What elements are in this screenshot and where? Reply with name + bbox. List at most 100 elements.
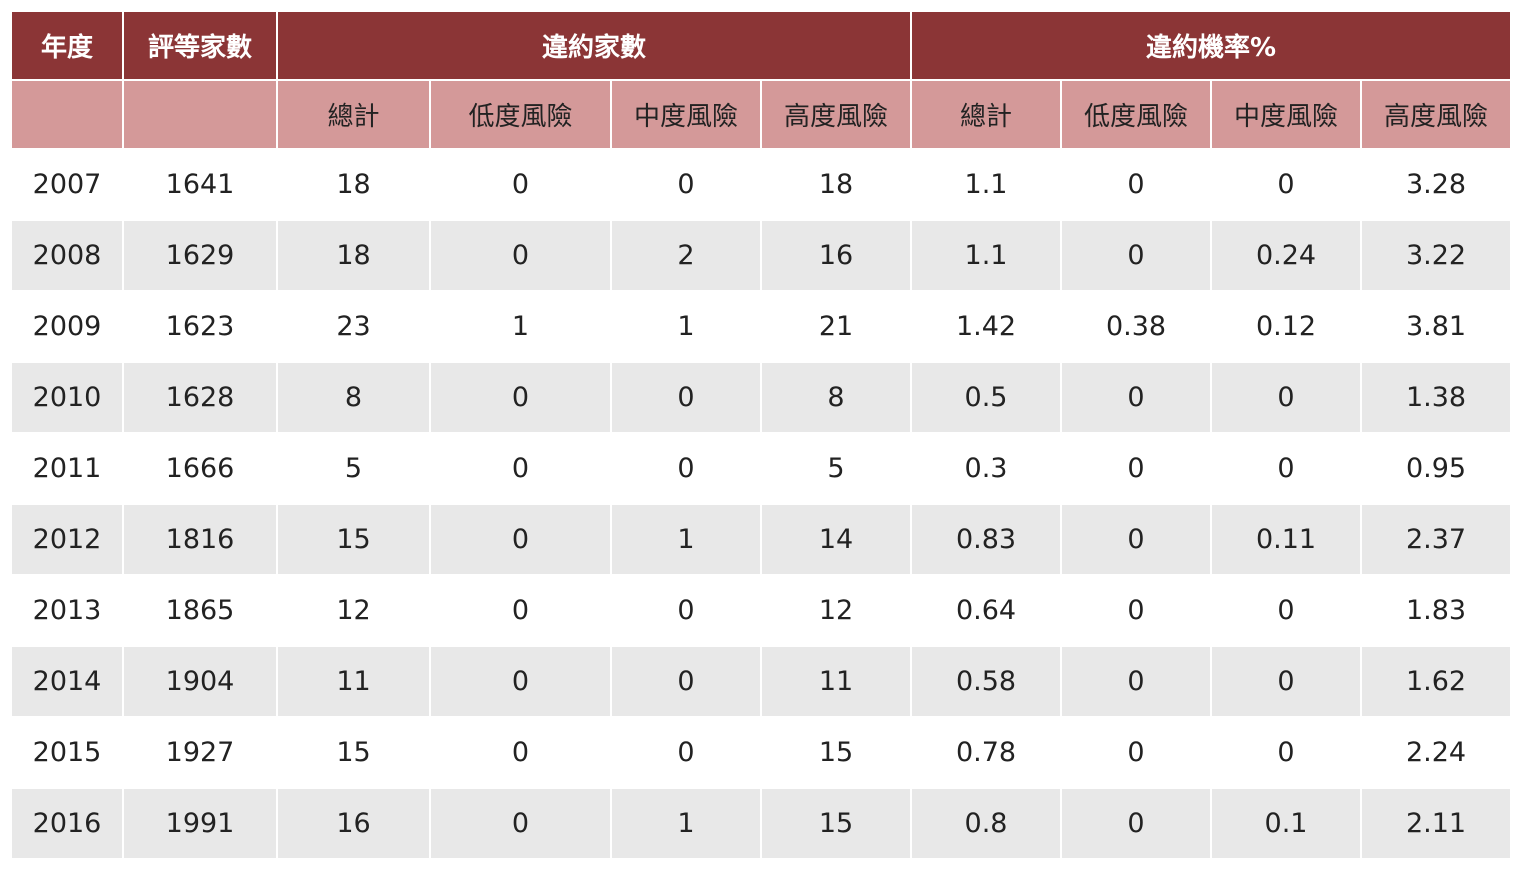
default-count-mid-risk-cell: 0 bbox=[612, 363, 760, 432]
header-row-top: 年度 評等家數 違約家數 違約機率% bbox=[12, 12, 1510, 79]
table-row: 2010 1628 8 0 0 8 0.5 0 0 1.38 bbox=[12, 363, 1510, 432]
default-count-high-risk-cell: 15 bbox=[762, 789, 910, 858]
year-cell: 2009 bbox=[12, 292, 122, 361]
table-row: 2015 1927 15 0 0 15 0.78 0 0 2.24 bbox=[12, 718, 1510, 787]
table-row: 2016 1991 16 0 1 15 0.8 0 0.1 2.11 bbox=[12, 789, 1510, 858]
header-sub-count-low-risk: 低度風險 bbox=[431, 81, 610, 148]
rated-count-cell: 1816 bbox=[124, 505, 276, 574]
default-rate-total-cell: 0.5 bbox=[912, 363, 1060, 432]
default-rate-low-risk-cell: 0 bbox=[1062, 789, 1210, 858]
default-rate-high-risk-cell: 3.28 bbox=[1362, 150, 1510, 219]
default-count-mid-risk-cell: 0 bbox=[612, 718, 760, 787]
default-count-total-cell: 18 bbox=[278, 150, 429, 219]
default-count-total-cell: 11 bbox=[278, 647, 429, 716]
default-rate-total-cell: 1.1 bbox=[912, 150, 1060, 219]
table-row: 2007 1641 18 0 0 18 1.1 0 0 3.28 bbox=[12, 150, 1510, 219]
default-count-total-cell: 5 bbox=[278, 434, 429, 503]
default-rate-high-risk-cell: 1.38 bbox=[1362, 363, 1510, 432]
default-count-high-risk-cell: 12 bbox=[762, 576, 910, 645]
default-count-high-risk-cell: 21 bbox=[762, 292, 910, 361]
default-count-mid-risk-cell: 2 bbox=[612, 221, 760, 290]
default-count-mid-risk-cell: 0 bbox=[612, 150, 760, 219]
header-default-count-group: 違約家數 bbox=[278, 12, 910, 79]
default-count-low-risk-cell: 0 bbox=[431, 718, 610, 787]
default-count-low-risk-cell: 0 bbox=[431, 363, 610, 432]
default-count-total-cell: 12 bbox=[278, 576, 429, 645]
default-count-total-cell: 15 bbox=[278, 505, 429, 574]
default-count-total-cell: 16 bbox=[278, 789, 429, 858]
default-count-total-cell: 23 bbox=[278, 292, 429, 361]
default-rate-mid-risk-cell: 0.24 bbox=[1212, 221, 1360, 290]
default-rate-total-cell: 1.42 bbox=[912, 292, 1060, 361]
default-rate-high-risk-cell: 0.95 bbox=[1362, 434, 1510, 503]
default-rate-total-cell: 0.8 bbox=[912, 789, 1060, 858]
default-count-mid-risk-cell: 0 bbox=[612, 576, 760, 645]
default-rate-mid-risk-cell: 0 bbox=[1212, 434, 1360, 503]
header-year: 年度 bbox=[12, 12, 122, 79]
default-rate-low-risk-cell: 0 bbox=[1062, 576, 1210, 645]
default-rate-low-risk-cell: 0 bbox=[1062, 718, 1210, 787]
year-cell: 2014 bbox=[12, 647, 122, 716]
default-count-total-cell: 8 bbox=[278, 363, 429, 432]
table-row: 2008 1629 18 0 2 16 1.1 0 0.24 3.22 bbox=[12, 221, 1510, 290]
default-count-low-risk-cell: 0 bbox=[431, 647, 610, 716]
rated-count-cell: 1865 bbox=[124, 576, 276, 645]
rated-count-cell: 1641 bbox=[124, 150, 276, 219]
header-default-rate-group: 違約機率% bbox=[912, 12, 1510, 79]
default-rate-mid-risk-cell: 0 bbox=[1212, 150, 1360, 219]
default-count-low-risk-cell: 0 bbox=[431, 789, 610, 858]
year-cell: 2007 bbox=[12, 150, 122, 219]
default-rate-total-cell: 0.3 bbox=[912, 434, 1060, 503]
year-cell: 2016 bbox=[12, 789, 122, 858]
rated-count-cell: 1904 bbox=[124, 647, 276, 716]
header-sub-rate-total: 總計 bbox=[912, 81, 1060, 148]
default-rate-total-cell: 0.83 bbox=[912, 505, 1060, 574]
table-row: 2011 1666 5 0 0 5 0.3 0 0 0.95 bbox=[12, 434, 1510, 503]
default-rate-low-risk-cell: 0 bbox=[1062, 150, 1210, 219]
year-cell: 2013 bbox=[12, 576, 122, 645]
year-cell: 2011 bbox=[12, 434, 122, 503]
header-row-sub: 總計 低度風險 中度風險 高度風險 總計 低度風險 中度風險 高度風險 bbox=[12, 81, 1510, 148]
rated-count-cell: 1629 bbox=[124, 221, 276, 290]
default-count-low-risk-cell: 0 bbox=[431, 150, 610, 219]
default-rate-mid-risk-cell: 0 bbox=[1212, 647, 1360, 716]
default-count-low-risk-cell: 0 bbox=[431, 434, 610, 503]
default-rate-high-risk-cell: 3.22 bbox=[1362, 221, 1510, 290]
header-rated-count: 評等家數 bbox=[124, 12, 276, 79]
default-count-mid-risk-cell: 1 bbox=[612, 292, 760, 361]
default-count-high-risk-cell: 16 bbox=[762, 221, 910, 290]
default-rate-high-risk-cell: 1.62 bbox=[1362, 647, 1510, 716]
default-rate-low-risk-cell: 0 bbox=[1062, 647, 1210, 716]
default-count-low-risk-cell: 0 bbox=[431, 505, 610, 574]
default-count-high-risk-cell: 11 bbox=[762, 647, 910, 716]
header-sub-count-mid-risk: 中度風險 bbox=[612, 81, 760, 148]
default-count-mid-risk-cell: 0 bbox=[612, 434, 760, 503]
year-cell: 2008 bbox=[12, 221, 122, 290]
header-sub-empty-year bbox=[12, 81, 122, 148]
default-rate-high-risk-cell: 2.11 bbox=[1362, 789, 1510, 858]
default-rate-high-risk-cell: 3.81 bbox=[1362, 292, 1510, 361]
rated-count-cell: 1991 bbox=[124, 789, 276, 858]
default-rate-total-cell: 0.58 bbox=[912, 647, 1060, 716]
rated-count-cell: 1623 bbox=[124, 292, 276, 361]
table-row: 2012 1816 15 0 1 14 0.83 0 0.11 2.37 bbox=[12, 505, 1510, 574]
default-rate-low-risk-cell: 0 bbox=[1062, 505, 1210, 574]
header-sub-count-total: 總計 bbox=[278, 81, 429, 148]
rated-count-cell: 1628 bbox=[124, 363, 276, 432]
default-rate-mid-risk-cell: 0 bbox=[1212, 363, 1360, 432]
default-rate-mid-risk-cell: 0 bbox=[1212, 718, 1360, 787]
default-rate-high-risk-cell: 2.37 bbox=[1362, 505, 1510, 574]
default-rate-mid-risk-cell: 0.1 bbox=[1212, 789, 1360, 858]
rated-count-cell: 1927 bbox=[124, 718, 276, 787]
default-count-mid-risk-cell: 0 bbox=[612, 647, 760, 716]
default-count-high-risk-cell: 14 bbox=[762, 505, 910, 574]
default-rate-mid-risk-cell: 0 bbox=[1212, 576, 1360, 645]
default-count-mid-risk-cell: 1 bbox=[612, 505, 760, 574]
year-cell: 2015 bbox=[12, 718, 122, 787]
header-sub-rate-high-risk: 高度風險 bbox=[1362, 81, 1510, 148]
rated-count-cell: 1666 bbox=[124, 434, 276, 503]
default-rate-total-cell: 0.64 bbox=[912, 576, 1060, 645]
table-row: 2013 1865 12 0 0 12 0.64 0 0 1.83 bbox=[12, 576, 1510, 645]
year-cell: 2010 bbox=[12, 363, 122, 432]
table-row: 2009 1623 23 1 1 21 1.42 0.38 0.12 3.81 bbox=[12, 292, 1510, 361]
